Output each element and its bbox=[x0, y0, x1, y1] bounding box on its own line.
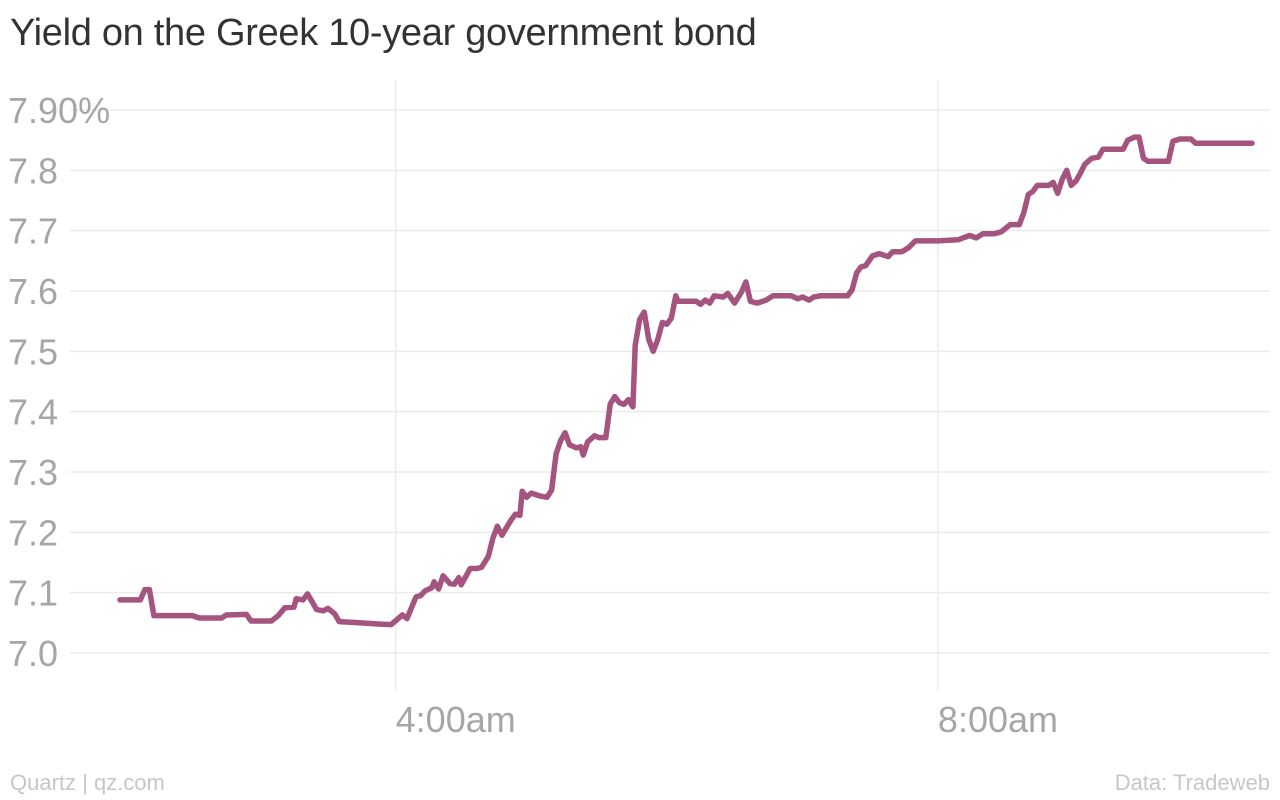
y-tick-label: 7.3 bbox=[8, 452, 58, 493]
x-axis-tick-labels: 4:00am 8:00am bbox=[396, 699, 1058, 740]
chart-title: Yield on the Greek 10-year government bo… bbox=[10, 12, 757, 54]
series-line-bond-yield bbox=[117, 134, 1255, 628]
horizontal-gridlines bbox=[70, 109, 1270, 654]
x-tick-label: 8:00am bbox=[938, 699, 1058, 740]
source-credit: Quartz | qz.com bbox=[10, 770, 165, 795]
y-tick-label: 7.4 bbox=[8, 392, 58, 433]
series-group bbox=[117, 134, 1255, 628]
y-tick-label: 7.0 bbox=[8, 633, 58, 674]
y-tick-label: 7.8 bbox=[8, 150, 58, 191]
x-tick-label: 4:00am bbox=[396, 699, 516, 740]
y-tick-label: 7.5 bbox=[8, 331, 58, 372]
y-tick-label: 7.2 bbox=[8, 512, 58, 553]
data-source: Data: Tradeweb bbox=[1114, 770, 1270, 795]
y-tick-label: 7.90% bbox=[8, 90, 110, 131]
y-tick-label: 7.7 bbox=[8, 211, 58, 252]
y-axis-tick-labels: 7.90% 7.8 7.7 7.6 7.5 7.4 7.3 7.2 7.1 7.0 bbox=[8, 90, 110, 674]
y-tick-label: 7.6 bbox=[8, 271, 58, 312]
y-tick-label: 7.1 bbox=[8, 573, 58, 614]
vertical-gridlines bbox=[394, 80, 939, 690]
